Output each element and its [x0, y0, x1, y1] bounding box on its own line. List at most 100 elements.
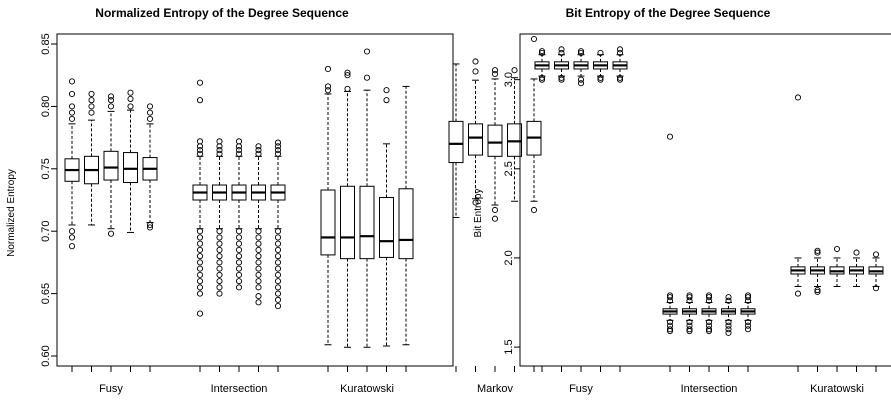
outlier-point: [814, 249, 821, 256]
outlier-point: [216, 234, 223, 241]
outlier-point: [530, 206, 538, 214]
outlier-point: [196, 246, 204, 253]
box: [487, 124, 503, 157]
outlier-point: [216, 259, 223, 266]
outlier-point: [725, 329, 732, 336]
outlier-point: [216, 271, 223, 278]
outlier-point: [558, 49, 565, 56]
outlier-point: [235, 138, 243, 145]
outlier-point: [538, 76, 546, 83]
outlier-point: [686, 319, 693, 326]
outlier-point: [597, 49, 604, 56]
outlier-point: [235, 240, 243, 247]
outlier-point: [491, 215, 499, 222]
outlier-point: [725, 297, 732, 304]
box: [398, 188, 414, 260]
outlier-point: [705, 319, 713, 326]
outlier-point: [666, 327, 674, 335]
outlier-point: [196, 228, 204, 235]
x-tick-label: Kuratowski: [810, 383, 864, 395]
outlier-point: [705, 294, 713, 301]
outlier-point: [88, 90, 95, 97]
box-marks: [64, 35, 542, 348]
outlier-point: [146, 221, 154, 229]
outlier-point: [255, 293, 262, 300]
outlier-point: [274, 259, 282, 266]
outlier-point: [274, 150, 282, 157]
outlier-point: [597, 76, 604, 83]
outlier-point: [705, 327, 713, 335]
outlier-point: [363, 48, 371, 55]
outlier-point: [472, 58, 479, 65]
outlier-point: [235, 143, 243, 150]
outlier-point: [127, 89, 134, 96]
outlier-point: [68, 243, 76, 250]
x-tick-label: Markov: [477, 383, 514, 395]
outlier-point: [274, 284, 282, 291]
outlier-point: [68, 109, 76, 116]
outlier-point: [538, 74, 546, 81]
outlier-point: [68, 234, 76, 241]
outlier-point: [68, 90, 76, 97]
outlier-point: [491, 206, 499, 214]
outlier-point: [196, 150, 204, 157]
outlier-point: [744, 292, 752, 299]
outlier-point: [255, 271, 262, 278]
outlier-point: [814, 288, 821, 295]
outlier-point: [744, 326, 752, 333]
outlier-point: [255, 259, 262, 266]
outlier-point: [235, 147, 243, 154]
normalized-entropy-chart: Normalized Entropy of the Degree Sequenc…: [6, 6, 542, 395]
outlier-point: [196, 310, 204, 317]
y-axis: 0.60 0.65 0.70 0.75 0.80 0.85: [40, 33, 57, 367]
outlier-point: [794, 94, 802, 101]
x-tick-label: Fusy: [569, 383, 593, 395]
outlier-point: [274, 240, 282, 247]
outlier-point: [255, 246, 262, 253]
outlier-point: [255, 253, 262, 260]
outlier-point: [255, 150, 262, 157]
outlier-point: [616, 46, 624, 53]
outlier-point: [216, 240, 223, 247]
outlier-point: [196, 278, 204, 285]
y-tick-label: 2.0: [503, 250, 515, 265]
outlier-point: [558, 76, 565, 83]
outlier-point: [363, 74, 371, 81]
outlier-point: [68, 228, 76, 235]
outlier-point: [725, 294, 732, 301]
outlier-point: [88, 97, 95, 104]
outlier-point: [833, 245, 841, 253]
outlier-point: [491, 70, 499, 78]
outlier-point: [616, 74, 624, 81]
y-tick-label: 0.80: [40, 96, 52, 117]
outlier-point: [472, 199, 479, 206]
outlier-point: [146, 109, 154, 116]
outlier-point: [616, 49, 624, 56]
outlier-point: [274, 139, 282, 146]
outlier-point: [235, 265, 243, 272]
outlier-point: [146, 103, 154, 110]
outlier-point: [68, 103, 76, 110]
outlier-point: [107, 103, 115, 110]
outlier-point: [666, 292, 674, 299]
outlier-point: [274, 147, 282, 154]
outlier-point: [616, 76, 624, 83]
outlier-point: [107, 230, 115, 237]
outlier-point: [235, 278, 243, 285]
outlier-point: [274, 296, 282, 303]
y-axis: 1.5 2.0 2.5 3.0: [503, 72, 520, 355]
outlier-point: [196, 240, 204, 247]
box: [448, 120, 464, 164]
outlier-point: [666, 326, 674, 333]
outlier-point: [558, 46, 565, 53]
outlier-point: [255, 299, 262, 306]
outlier-point: [235, 271, 243, 278]
outlier-point: [255, 278, 262, 285]
outlier-point: [255, 234, 262, 241]
outlier-point: [344, 85, 351, 92]
outlier-point: [686, 294, 693, 301]
outlier-point: [127, 95, 134, 102]
outlier-point: [216, 147, 223, 154]
outlier-point: [324, 65, 332, 73]
outlier-point: [705, 326, 713, 333]
